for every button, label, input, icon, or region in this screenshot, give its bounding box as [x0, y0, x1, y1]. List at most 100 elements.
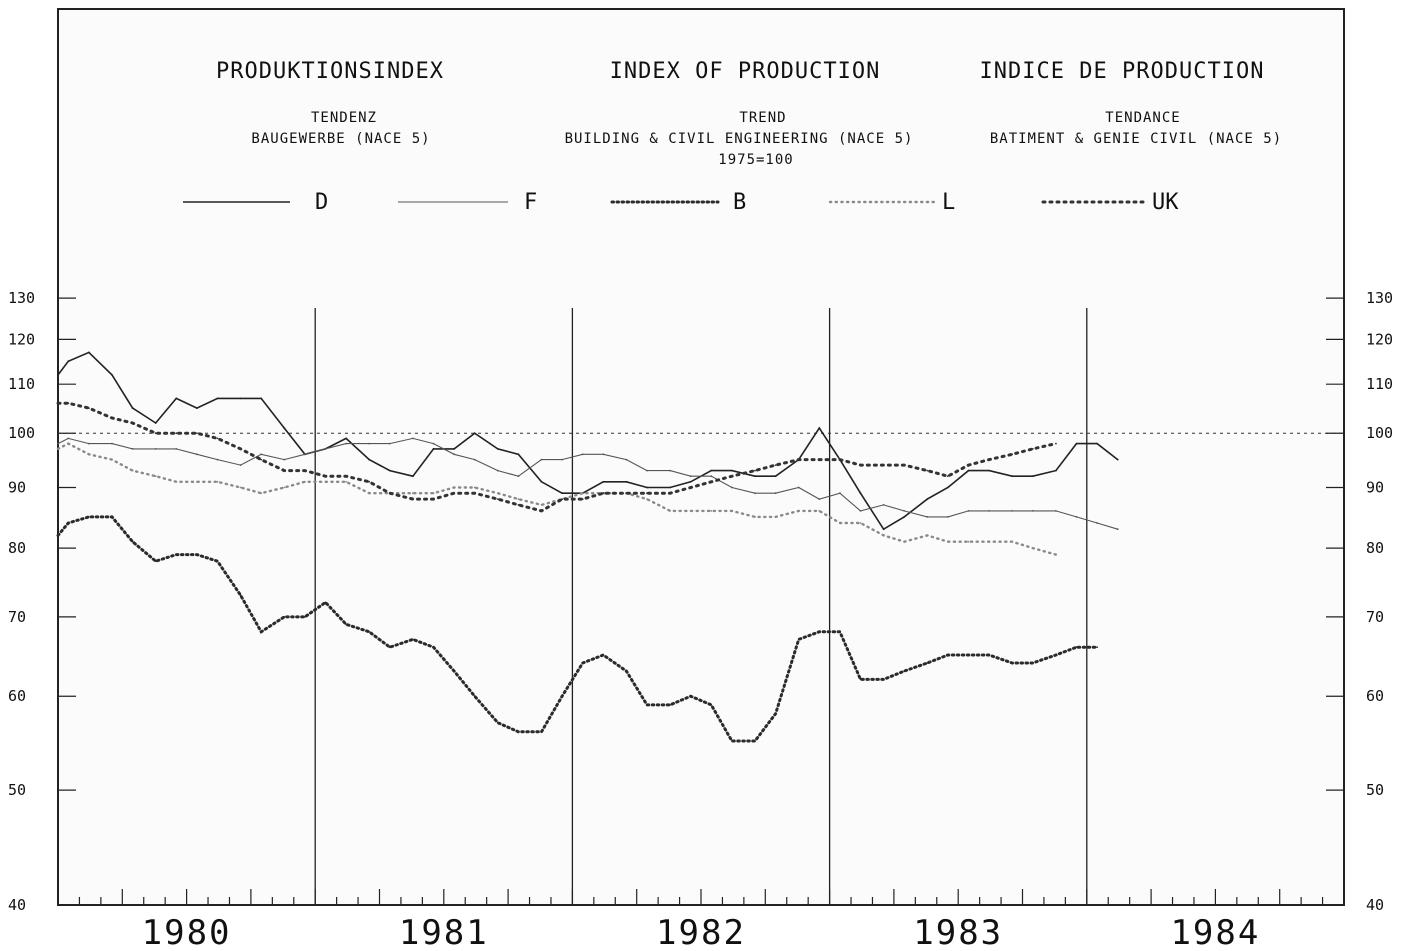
data-point-uk: [1031, 448, 1034, 450]
data-point-f: [260, 453, 263, 456]
data-point-b: [368, 630, 371, 633]
data-point-uk: [412, 498, 414, 500]
subtitle-de-sector: BAUGEWERBE (NACE 5): [251, 131, 430, 147]
ytick-label-right: 50: [1366, 781, 1384, 799]
data-point-uk: [1055, 442, 1057, 445]
data-point-f: [689, 475, 692, 478]
data-point-f: [561, 458, 563, 461]
data-point-f: [154, 448, 157, 450]
data-point-d: [345, 437, 347, 440]
data-point-l: [368, 492, 371, 495]
data-point-l: [818, 510, 821, 512]
data-point-uk: [882, 464, 885, 466]
data-point-f: [88, 442, 90, 445]
data-point-f: [473, 458, 476, 461]
title-en: INDEX OF PRODUCTION: [610, 59, 881, 84]
data-point-d: [453, 448, 455, 450]
ytick-label-left: 130: [8, 289, 35, 307]
data-point-l: [57, 448, 59, 450]
data-point-l: [283, 486, 286, 489]
data-point-d: [239, 397, 242, 400]
data-point-f: [111, 442, 113, 445]
data-point-f: [754, 492, 756, 495]
data-point-d: [496, 448, 499, 450]
data-point-d: [368, 458, 371, 461]
data-point-d: [903, 516, 906, 518]
data-point-uk: [216, 437, 219, 440]
data-point-b: [453, 670, 455, 672]
data-point-b: [859, 678, 862, 681]
ytick-label-right: 80: [1366, 539, 1384, 557]
data-point-d: [1031, 475, 1034, 478]
data-point-d: [154, 422, 157, 424]
data-point-uk: [731, 475, 733, 478]
ytick-label-left: 120: [8, 330, 35, 348]
legend-label-l: L: [942, 190, 955, 215]
data-point-b: [1075, 646, 1078, 649]
data-point-l: [967, 540, 970, 543]
data-point-b: [111, 516, 113, 518]
data-point-b: [818, 630, 821, 633]
data-point-f: [967, 510, 970, 512]
data-point-f: [57, 442, 59, 445]
data-point-b: [602, 654, 605, 656]
ytick-label-left: 40: [8, 896, 26, 914]
data-point-d: [1055, 469, 1057, 472]
data-point-uk: [988, 458, 990, 461]
data-point-b: [882, 678, 885, 681]
data-point-l: [797, 510, 800, 512]
data-point-f: [412, 437, 414, 440]
data-point-f: [432, 442, 435, 445]
data-point-f: [731, 486, 733, 489]
data-point-b: [432, 646, 435, 649]
data-point-b: [689, 695, 692, 698]
data-point-f: [839, 492, 841, 495]
data-point-d: [283, 427, 286, 429]
data-point-l: [175, 480, 178, 483]
data-point-d: [774, 475, 777, 478]
data-point-uk: [839, 458, 841, 461]
ytick-label-left: 80: [8, 539, 26, 557]
data-point-b: [324, 601, 327, 604]
data-point-l: [260, 492, 263, 495]
subtitle-fr-sector: BATIMENT & GENIE CIVIL (NACE 5): [990, 131, 1282, 147]
series-b: [56, 515, 1099, 743]
data-point-d: [175, 397, 178, 400]
data-point-l: [1055, 553, 1057, 556]
data-point-f: [581, 453, 584, 456]
data-point-l: [926, 534, 929, 537]
data-point-d: [388, 469, 391, 472]
data-point-f: [602, 453, 605, 456]
data-point-b: [473, 695, 476, 698]
data-point-l: [67, 442, 70, 445]
data-point-f: [324, 448, 327, 450]
data-point-l: [412, 492, 414, 495]
year-label: 1981: [399, 913, 489, 947]
data-point-l: [731, 510, 733, 512]
data-point-l: [131, 469, 134, 472]
data-point-b: [839, 630, 841, 633]
data-point-d: [131, 407, 134, 409]
data-point-l: [646, 498, 648, 500]
data-point-b: [67, 522, 70, 524]
data-point-uk: [154, 432, 157, 435]
ytick-label-right: 90: [1366, 478, 1384, 496]
data-point-f: [774, 492, 777, 495]
data-point-l: [1031, 547, 1034, 549]
data-point-d: [473, 432, 476, 435]
data-point-uk: [368, 480, 371, 483]
data-point-b: [283, 616, 286, 618]
data-point-b: [517, 730, 520, 733]
data-point-f: [216, 458, 219, 461]
data-point-uk: [967, 464, 970, 466]
data-point-d: [196, 407, 198, 409]
data-point-l: [304, 480, 306, 483]
data-point-uk: [947, 475, 949, 478]
data-point-l: [669, 510, 671, 512]
data-point-b: [88, 516, 90, 518]
data-point-d: [1096, 442, 1098, 445]
ytick-label-left: 60: [8, 687, 26, 705]
title-de: PRODUKTIONSINDEX: [216, 59, 444, 84]
data-point-d: [646, 486, 648, 489]
